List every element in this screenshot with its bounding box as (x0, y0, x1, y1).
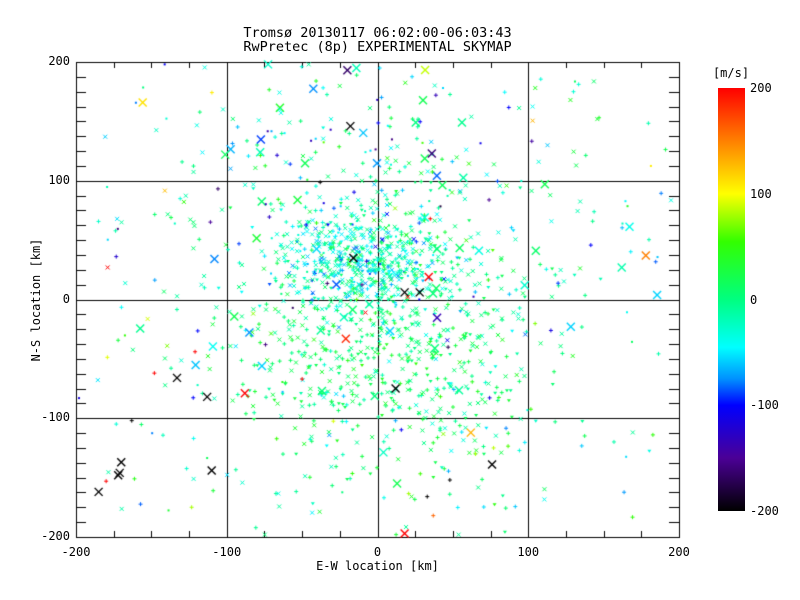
colorbar-unit-label: [m/s] (712, 66, 750, 80)
colorbar-tick-label--100: -100 (750, 398, 779, 413)
y-tick-label-100: 100 (48, 172, 70, 187)
colorbar-tick-label-0: 0 (750, 292, 758, 307)
x-axis-label: E-W location [km] (316, 559, 439, 573)
colorbar-tick-label--200: -200 (750, 504, 779, 518)
colorbar-tick-label-200: 200 (750, 81, 772, 95)
plot-title-line1: Tromsø 20130117 06:02:00-06:03:43 (243, 25, 512, 41)
x-tick-label--100: -100 (212, 545, 242, 559)
plot-title-line2: RwPretec (8p) EXPERIMENTAL SKYMAP (243, 39, 512, 55)
y-tick-label--100: -100 (41, 410, 70, 425)
x-tick-label-100: 100 (517, 545, 540, 559)
x-tick-label--200: -200 (61, 545, 91, 559)
y-tick-label-200: 200 (48, 54, 70, 68)
x-tick-label-0: 0 (373, 545, 382, 559)
colorbar-gradient (718, 88, 745, 511)
y-tick-label--200: -200 (41, 529, 70, 543)
colorbar-tick-label-100: 100 (750, 186, 772, 201)
y-tick-label-0: 0 (62, 291, 70, 306)
x-tick-label-200: 200 (668, 545, 690, 559)
